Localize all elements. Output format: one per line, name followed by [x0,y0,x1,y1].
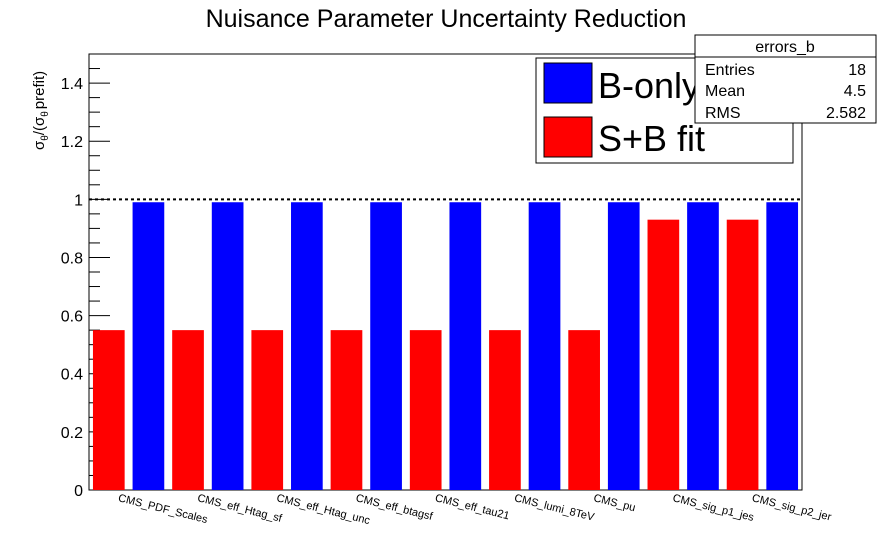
y-tick-label: 0 [74,483,83,500]
bar-b-only [132,202,165,491]
y-tick-label: 0.6 [61,309,83,326]
bar-sb-fit [172,330,204,490]
y-tick-label: 1 [74,192,83,209]
category-labels: CMS_PDF_ScalesCMS_eff_Htag_sfCMS_eff_Hta… [117,492,833,527]
stats-mean-label: Mean [705,83,745,100]
category-label: CMS_lumi_8TeV [513,492,596,524]
bar-b-only [766,202,799,491]
y-tick-label: 1.4 [61,76,83,93]
bars [92,202,799,491]
legend-label-sb-fit: S+B fit [598,118,705,159]
y-axis-label: σθ/(σθprefit) [31,71,51,150]
category-label: CMS_PDF_Scales [117,492,209,526]
stats-entries-label: Entries [705,62,755,79]
category-label: CMS_sig_p1_jes [671,492,755,524]
category-label: CMS_sig_p2_jer [751,492,833,523]
bar-b-only [211,202,244,491]
stats-box-title: errors_b [755,39,815,56]
stats-entries-value: 18 [848,62,866,79]
chart-title: Nuisance Parameter Uncertainty Reduction [206,5,687,33]
y-tick-label: 0.2 [61,425,83,442]
stats-rms-value: 2.582 [826,105,866,122]
category-label: CMS_eff_Htag_sf [196,492,284,525]
y-axis-label-prefit: prefit) [31,71,48,109]
bar-sb-fit [251,330,284,490]
bar-b-only [687,202,719,491]
bar-sb-fit [568,330,600,490]
stats-box-frame [694,34,877,124]
y-axis-label-theta-2: θ [40,111,51,117]
stats-rms-label: RMS [705,105,741,122]
bar-sb-fit [409,330,442,490]
bar-sb-fit [330,330,363,490]
bar-b-only [607,202,640,491]
bar-b-only [528,202,561,491]
category-label: CMS_pu [592,492,636,514]
legend-swatch-sb-fit [543,116,593,158]
y-tick-label: 0.8 [61,250,83,267]
y-tick-label: 1.2 [61,134,83,151]
y-axis-label-sigma: σ [31,140,48,150]
bar-b-only [370,202,402,491]
y-axis-label-theta: θ [40,135,51,141]
y-tick-label: 0.4 [61,367,83,384]
bar-sb-fit [489,330,521,490]
stats-box: errors_b Entries 18 Mean 4.5 RMS 2.582 [694,34,877,124]
legend-label-b-only: B-only [598,65,700,106]
y-axis-label-open: /(σ [31,116,48,135]
category-label: CMS_eff_tau21 [434,492,511,522]
bar-sb-fit [726,219,759,490]
bar-sb-fit [647,219,680,490]
bar-b-only [291,202,323,491]
legend-swatch-b-only [543,62,593,104]
stats-mean-value: 4.5 [844,83,866,100]
bar-b-only [449,202,482,491]
bar-sb-fit [92,330,125,490]
